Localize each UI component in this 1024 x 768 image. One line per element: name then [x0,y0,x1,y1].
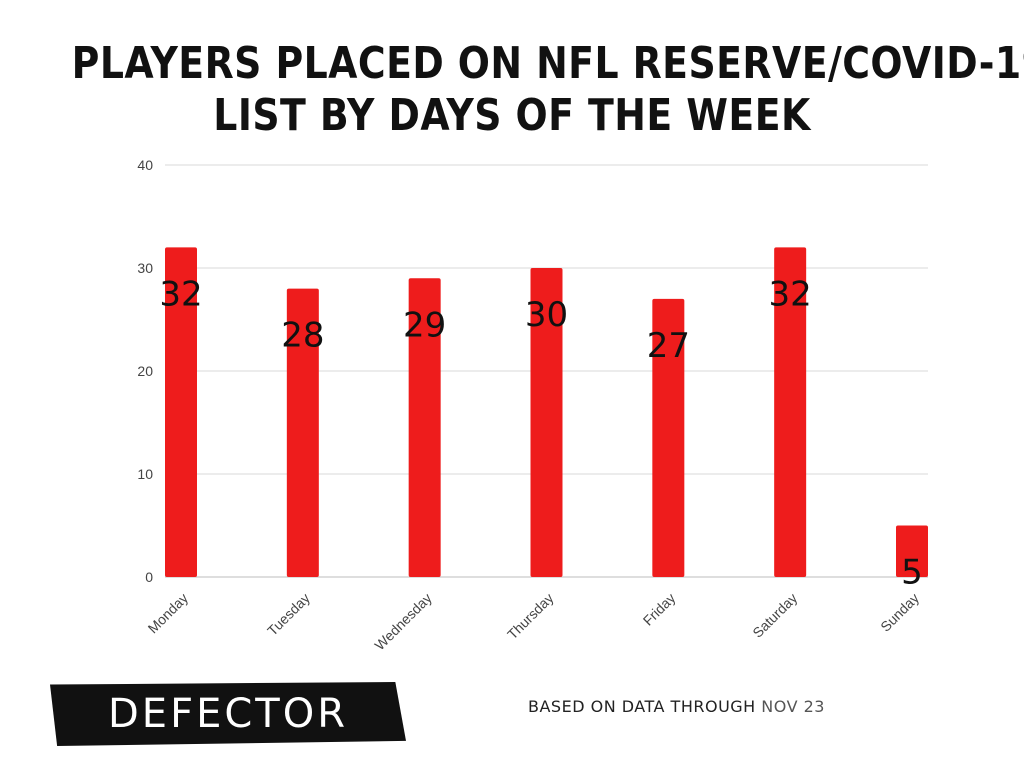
data-label: 28 [281,316,324,356]
x-tick-label: Saturday [749,590,800,641]
data-label: 29 [403,305,446,345]
bar [165,247,197,577]
data-label: 32 [769,274,812,314]
data-label: 32 [159,274,202,314]
data-label: 30 [525,295,568,335]
chart-title: PLAYERS PLACED ON NFL RESERVE/COVID-19 L… [71,38,1024,142]
x-tick-label: Sunday [877,590,922,635]
bar [652,298,685,577]
brand-logo-text: DEFECTOR [108,691,348,737]
footer-note: BASED ON DATA THROUGH NOV 23 [528,697,825,716]
bar [896,525,928,577]
bar [408,278,441,577]
x-tick-label: Thursday [504,590,557,643]
chart-title-line-1: PLAYERS PLACED ON NFL RESERVE/COVID-19 [71,38,1024,89]
y-tick-label: 10 [137,466,153,482]
bar [774,247,807,577]
x-tick-label: Monday [145,590,192,637]
bar [530,268,563,577]
x-tick-label: Wednesday [371,590,434,653]
footer-note-date: NOV 23 [761,697,825,716]
x-tick-label: Tuesday [264,590,313,639]
y-tick-label: 30 [137,260,153,276]
x-tick-label: Friday [640,590,679,629]
y-tick-label: 40 [137,157,153,173]
y-tick-label: 0 [145,569,153,585]
bar [286,288,319,577]
chart-title-line-2: LIST BY DAYS OF THE WEEK [213,90,811,141]
data-label: 27 [647,326,690,366]
brand-logo: DEFECTOR [50,682,406,746]
footer-note-prefix: BASED ON DATA THROUGH [528,697,756,716]
y-tick-label: 20 [137,363,153,379]
data-label: 5 [901,553,923,593]
